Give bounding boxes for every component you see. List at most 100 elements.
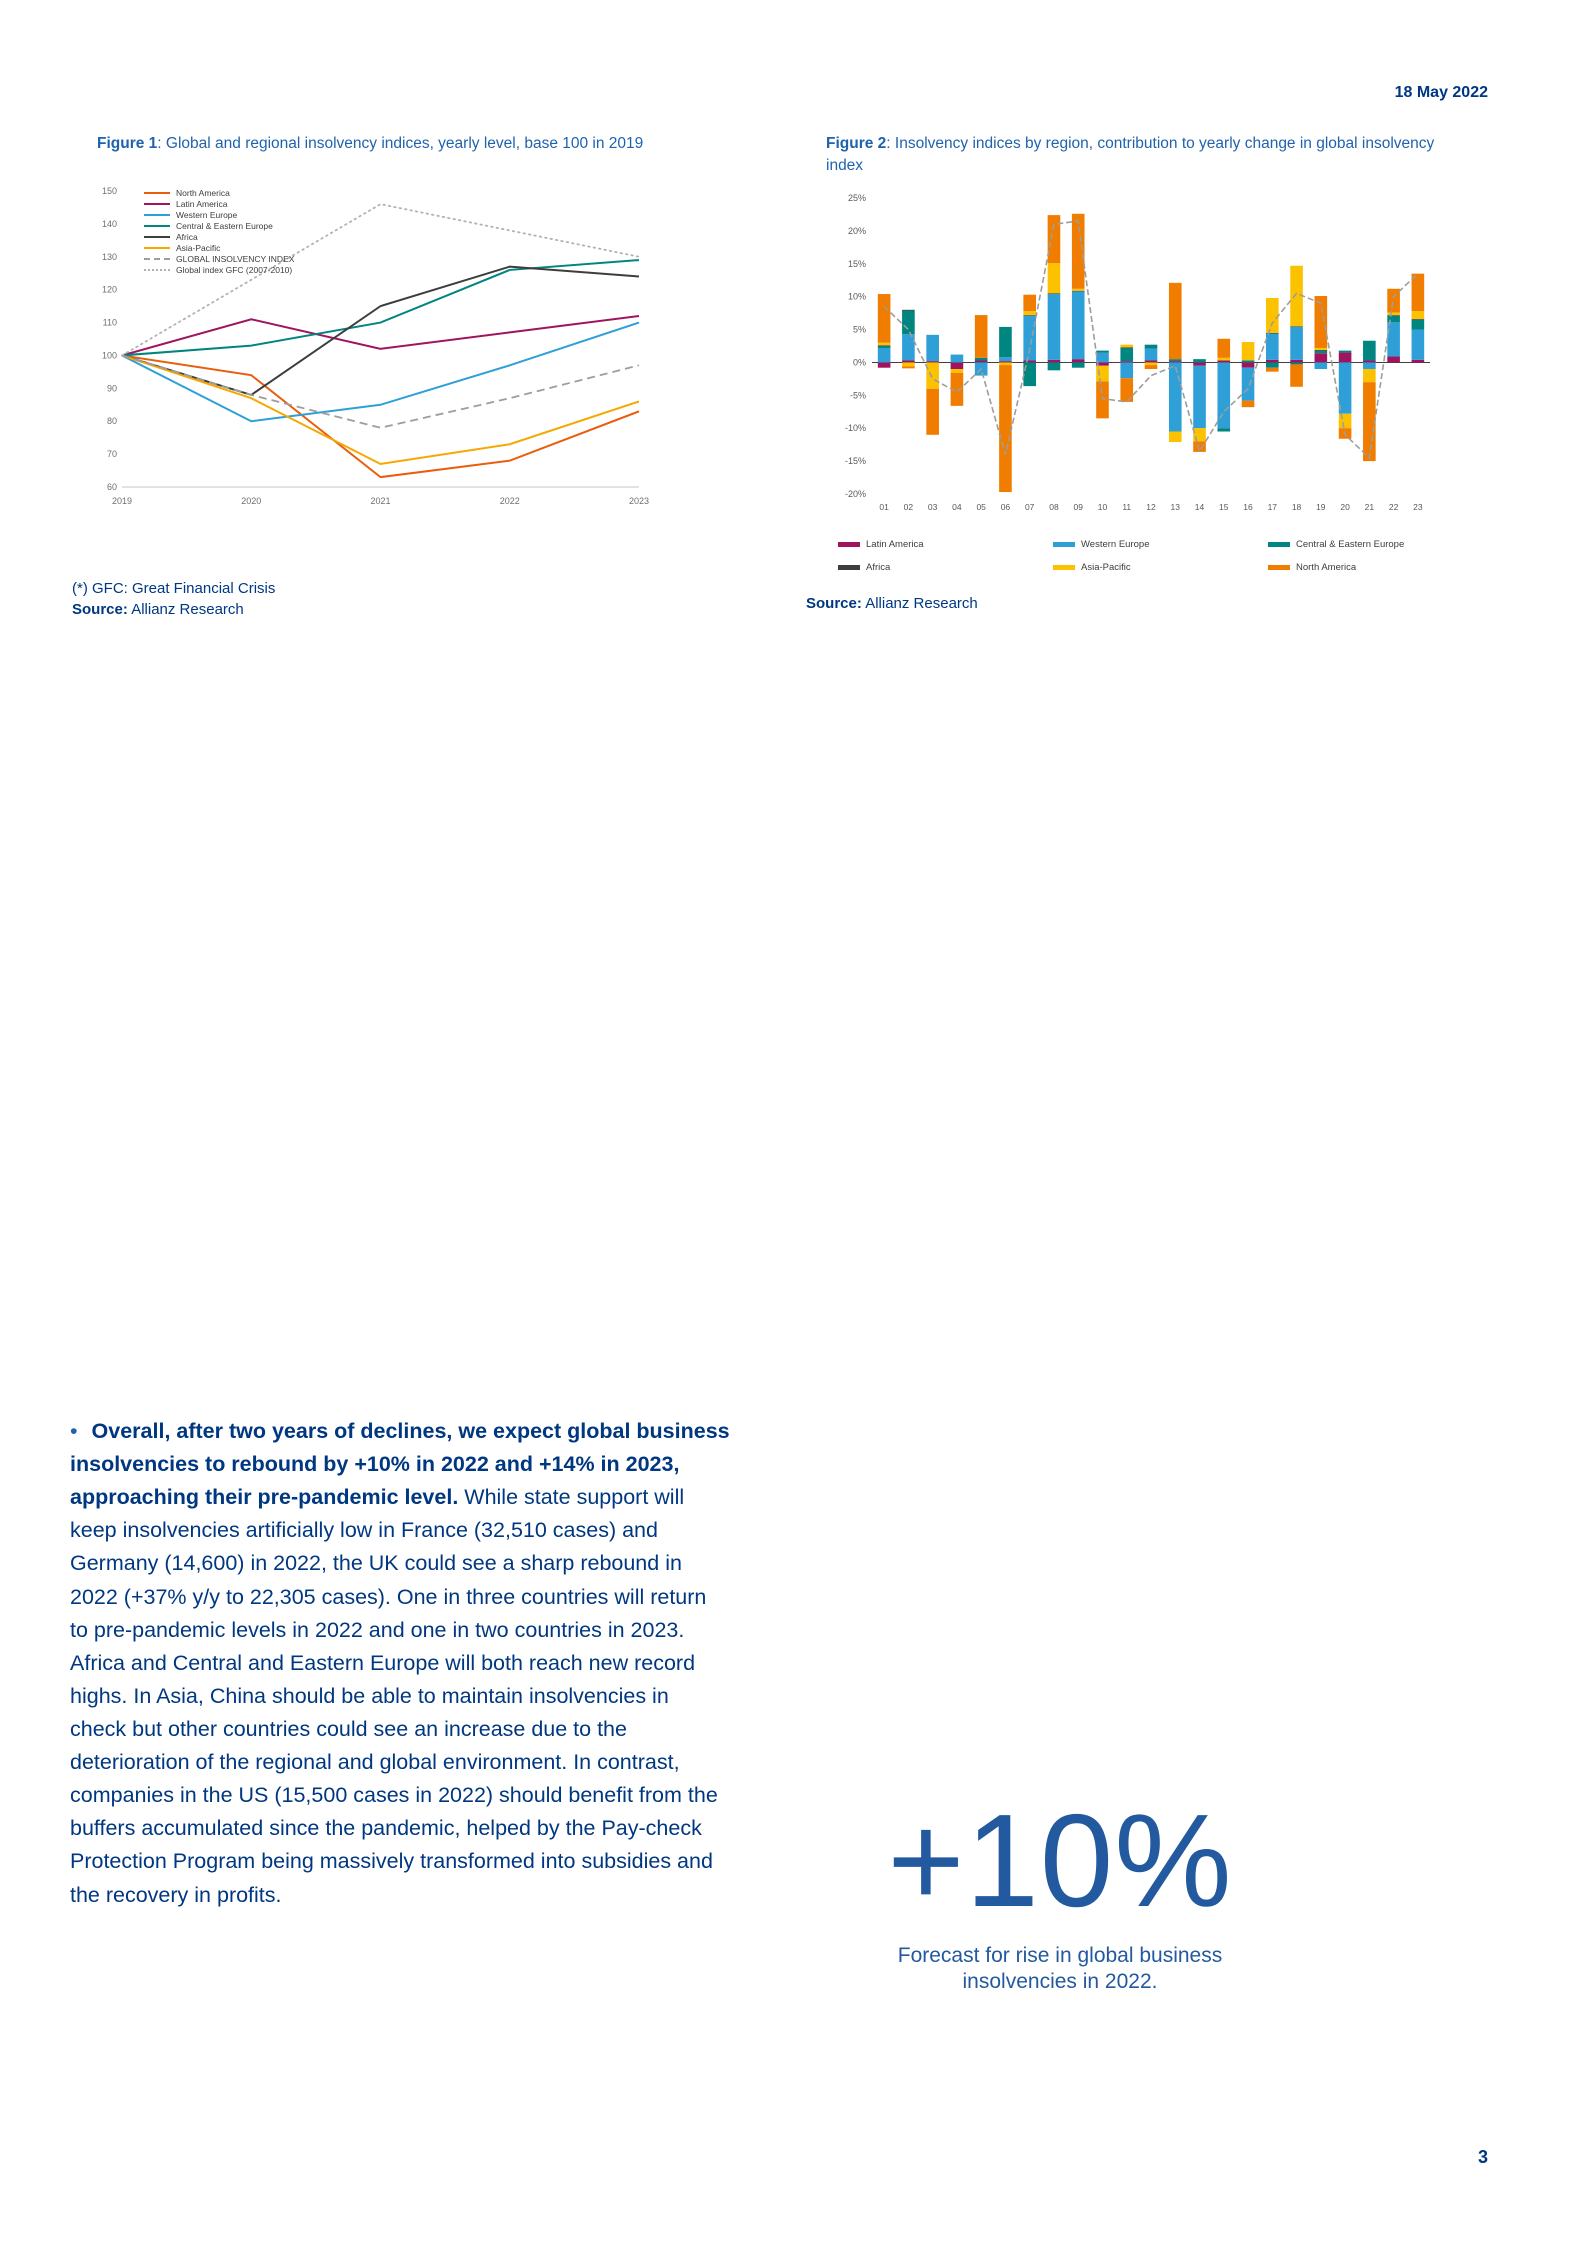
bar-segment-north-america	[1023, 294, 1037, 312]
bar-segment-latin-america	[1047, 359, 1061, 363]
legend-label: Central & Eastern Europe	[176, 220, 273, 231]
axis-tick-label: 23	[1413, 502, 1423, 512]
axis-tick-label: 16	[1243, 502, 1253, 512]
axis-tick-label: 25%	[848, 193, 866, 203]
series-line-central-eastern-europe	[121, 259, 640, 357]
bar-segment-latin-america	[1120, 361, 1134, 363]
legend-item-global-insolvency-index: GLOBAL INSOLVENCY INDEX	[144, 253, 294, 264]
axis-tick-label: 09	[1073, 502, 1083, 512]
bar-segment-north-america	[1241, 400, 1255, 408]
bar-segment-asia-pacific	[1023, 311, 1037, 316]
bar-segment-western-europe	[1023, 315, 1037, 361]
bar-segment-western-europe	[1168, 362, 1182, 432]
series-line-africa	[121, 266, 640, 397]
bar-segment-western-europe	[950, 354, 964, 363]
bar-segment-latin-america	[1338, 352, 1352, 363]
bar-segment-north-america	[1047, 215, 1061, 264]
bar-segment-latin-america	[1290, 359, 1303, 363]
bar-segment-western-europe	[902, 334, 915, 361]
bar-segment-asia-pacific	[1071, 288, 1085, 291]
bar-segment-asia-pacific	[1241, 341, 1255, 361]
bar-segment-western-europe	[1096, 352, 1109, 363]
figure-1-chart: 60 70 80 90 100 110 120 130 140 150 2019 2020 2021 20…	[88, 183, 732, 518]
figure-2-label: Figure 2	[826, 135, 887, 152]
bar-segment-asia-pacific	[902, 362, 915, 367]
legend-item-central-eastern-europe: Central & Eastern Europe	[1268, 539, 1458, 550]
bar-segment-western-europe	[1314, 362, 1328, 369]
body-bold-lead: Overall, after two years of declines, we…	[70, 1419, 730, 1510]
bar-segment-central-eastern-europe	[1314, 350, 1328, 354]
legend-item-latin-america: Latin America	[838, 539, 1053, 550]
legend-swatch-asia-pacific	[1053, 564, 1075, 570]
legend-label: Asia-Pacific	[1081, 561, 1131, 573]
series-line-asia-pacific	[121, 354, 640, 466]
series-line-north-america	[121, 354, 640, 479]
bar-segment-latin-america	[1168, 361, 1182, 363]
bar-segment-asia-pacific	[1338, 413, 1352, 429]
bar-segment-western-europe	[1217, 362, 1231, 429]
bar-segment-africa	[1120, 347, 1134, 348]
bar-segment-asia-pacific	[926, 362, 939, 389]
legend-item-asia-pacific: Asia-Pacific	[144, 242, 294, 253]
legend-swatch-north-america	[1268, 564, 1290, 570]
legend-item-latin-america: Latin America	[144, 198, 294, 209]
legend-label: Global index GFC (2007-2010)	[176, 264, 293, 275]
bar-segment-central-eastern-europe	[1168, 359, 1182, 362]
axis-tick-label: 80	[107, 417, 117, 427]
legend-item-global-index-gfc-2007-2010: Global index GFC (2007-2010)	[144, 264, 294, 275]
bar-segment-latin-america	[1265, 359, 1279, 363]
legend-swatch-central-eastern-europe	[1268, 541, 1290, 547]
bar-segment-central-eastern-europe	[1047, 362, 1061, 371]
bar-segment-latin-america	[1217, 360, 1231, 363]
bar-segment-latin-america	[1363, 360, 1376, 363]
bar-segment-latin-america	[950, 362, 964, 369]
bar-segment-asia-pacific	[999, 362, 1012, 366]
figure-2-source-label: Source:	[806, 594, 862, 612]
axis-tick-label: -20%	[845, 489, 866, 499]
bar-segment-asia-pacific	[1193, 428, 1206, 442]
bar-segment-africa	[902, 309, 915, 311]
legend-item-asia-pacific: Asia-Pacific	[1053, 562, 1268, 573]
bar-segment-central-eastern-europe	[1120, 347, 1134, 362]
legend-swatch-asia-pacific	[144, 246, 170, 249]
bar-segment-western-europe	[1193, 365, 1206, 429]
bar-segment-latin-america	[1411, 359, 1425, 363]
axis-tick-label: 15%	[848, 259, 866, 269]
report-date: 18 May 2022	[1394, 84, 1488, 101]
axis-tick-label: 07	[1025, 502, 1035, 512]
bar-segment-western-europe	[999, 357, 1012, 362]
bar-segment-central-eastern-europe	[1265, 362, 1279, 368]
legend-item-north-america: North America	[144, 187, 294, 198]
bar-segment-western-europe	[1120, 362, 1134, 379]
legend-swatch-western-europe	[1053, 541, 1075, 547]
legend-swatch-central-eastern-europe	[144, 224, 170, 227]
axis-tick-label: 03	[928, 502, 938, 512]
bar-segment-asia-pacific	[1047, 263, 1061, 294]
axis-tick-label: 22	[1389, 502, 1399, 512]
bar-segment-central-eastern-europe	[1071, 362, 1085, 368]
legend-item-africa: Africa	[838, 562, 1053, 573]
bar-segment-latin-america	[1096, 362, 1109, 366]
figure-1-legend: North America Latin America Western Europe…	[144, 187, 294, 275]
axis-tick-label: 05	[976, 502, 986, 512]
bar-segment-asia-pacific	[1120, 344, 1134, 348]
bar-segment-western-europe	[1387, 322, 1400, 357]
axis-tick-label: 2021	[370, 496, 390, 506]
axis-tick-label: 21	[1365, 502, 1375, 512]
legend-swatch-africa	[144, 235, 170, 238]
figure-1-source: Source: Allianz Research	[72, 601, 732, 618]
axis-tick-label: -10%	[845, 423, 866, 433]
bar-segment-central-eastern-europe	[974, 357, 988, 361]
axis-tick-label: 20%	[848, 226, 866, 236]
bar-segment-north-america	[1096, 381, 1109, 419]
axis-tick-label: 18	[1292, 502, 1302, 512]
axis-tick-label: 10	[1098, 502, 1108, 512]
legend-label: Africa	[866, 561, 891, 573]
bar-segment-western-europe	[1411, 329, 1425, 360]
bar-segment-north-america	[1120, 378, 1134, 402]
global-index-overlay-line	[883, 220, 1419, 460]
bar-segment-africa	[1071, 290, 1085, 292]
bar-segment-africa	[1387, 315, 1400, 316]
figure-2-legend: Latin America Western Europe Central & Eas…	[838, 539, 1496, 573]
legend-item-western-europe: Western Europe	[1053, 539, 1268, 550]
